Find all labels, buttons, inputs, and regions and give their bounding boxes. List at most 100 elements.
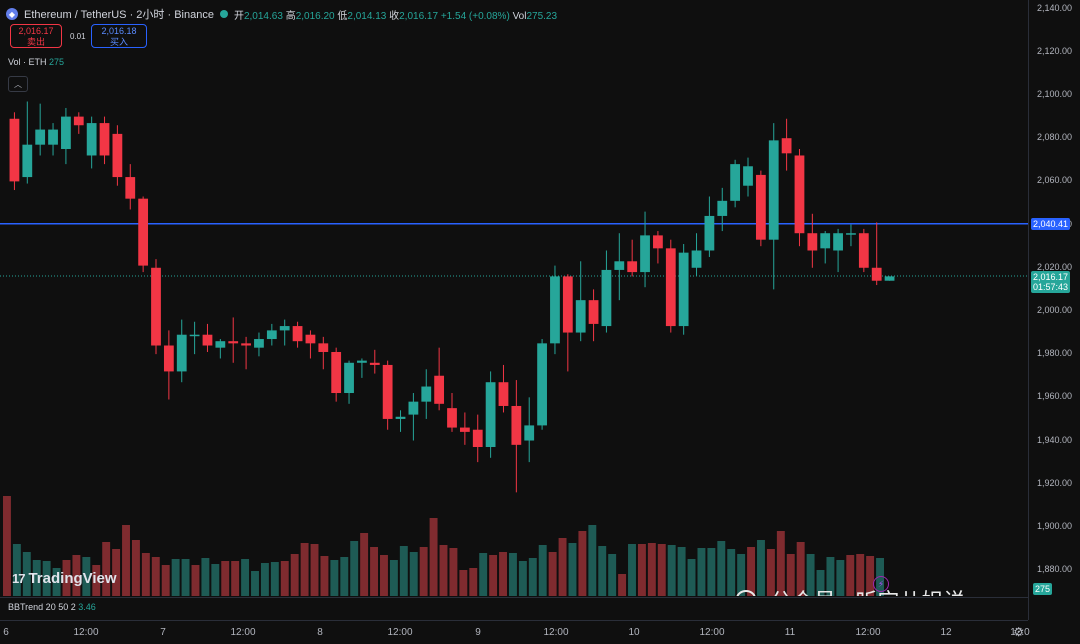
price-tick-label: 2,020.00 (1037, 261, 1073, 272)
volume-bar (141, 553, 150, 596)
horizontal-line-price-tag[interactable]: 2,040.41 (1031, 217, 1071, 230)
time-tick-label: 12 (940, 627, 952, 638)
time-tick-label: 7 (160, 627, 166, 638)
candle-body (138, 198, 149, 266)
volume-bar (22, 552, 31, 596)
volume-bar (181, 559, 190, 596)
time-tick-label: 10 (628, 627, 640, 638)
volume-bar (786, 554, 795, 596)
volume-bar (449, 548, 458, 596)
candle-body (254, 339, 264, 348)
price-tick-label: 1,980.00 (1037, 348, 1073, 359)
candle-body (653, 235, 663, 249)
chevron-up-icon: ︿ (14, 79, 22, 89)
buy-button[interactable]: 2,016.18 买入 (91, 24, 147, 48)
volume-bar (241, 559, 250, 596)
volume-bar (776, 531, 785, 596)
volume-bar (747, 547, 756, 596)
volume-bar (618, 574, 627, 596)
candle-body (794, 155, 805, 234)
volume-bar (151, 557, 160, 596)
volume-bar (479, 553, 488, 596)
time-tick-label: 8 (317, 627, 323, 638)
candle-body (550, 276, 560, 344)
volume-bar (796, 542, 805, 596)
volume-bar (370, 547, 379, 596)
candle-body (768, 140, 779, 240)
sell-price: 2,016.17 (18, 26, 54, 36)
flash-icon[interactable]: ⚡ (873, 576, 889, 592)
price-chart[interactable] (0, 0, 1028, 596)
candle-body (472, 429, 483, 447)
low-label: 低 (337, 10, 348, 22)
candle-body (537, 343, 547, 426)
volume-bar (697, 548, 706, 596)
volume-tag[interactable]: 275 (1033, 583, 1053, 595)
time-axis[interactable]: ⚙ 6 12:00 7 12:00 8 12:00 9 12:00 10 12:00 11 12:00… (0, 620, 1030, 644)
chart-canvas[interactable]: ◆ Ethereum / TetherUS · 2小时 · Binance 开2… (0, 0, 1028, 596)
candle-body (730, 164, 741, 201)
volume-bar (260, 563, 269, 596)
time-tick-label: 12:00 (699, 627, 725, 638)
high-label: 高 (285, 10, 296, 22)
time-tick-label: 9 (475, 627, 481, 638)
candle-body (176, 334, 187, 372)
symbol-interval: 2小时 (136, 9, 165, 21)
volume-bar (677, 547, 686, 596)
candle-body (125, 177, 136, 199)
volume-bar (757, 540, 765, 596)
volume-bar (469, 568, 478, 596)
volume-bar (251, 571, 259, 596)
time-tick-label: 12:00 (387, 627, 413, 638)
gear-icon[interactable]: ⚙ (1013, 625, 1024, 639)
candle-body (871, 267, 882, 281)
price-tick-label: 1,940.00 (1037, 434, 1073, 445)
change-value: +1.54 (+0.08%) (440, 10, 510, 22)
candle-body (858, 233, 869, 268)
candle-body (588, 300, 599, 324)
time-tick-label: 12:00 (230, 627, 256, 638)
price-tick-label: 2,100.00 (1037, 89, 1073, 99)
market-status-dot[interactable] (219, 10, 228, 18)
collapse-legend-button[interactable]: ︿ (8, 76, 28, 92)
symbol-legend[interactable]: ◆ Ethereum / TetherUS · 2小时 · Binance 开2… (6, 6, 557, 22)
volume-bar (518, 561, 527, 596)
vol-value: 275.23 (526, 10, 558, 22)
candle-body (807, 233, 818, 251)
volume-bar (360, 533, 369, 596)
volume-legend[interactable]: Vol · ETH 275 (8, 57, 64, 67)
sell-button[interactable]: 2,016.17 卖出 (10, 24, 62, 48)
candle-body (202, 334, 213, 346)
time-tick-label: 12:0 (1010, 627, 1030, 638)
time-tick-label: 12:00 (855, 627, 881, 638)
volume-bar (171, 559, 180, 596)
time-tick-label: 6 (3, 627, 9, 638)
indicator-pane[interactable]: BBTrend 20 50 2 3.46 (0, 597, 1028, 621)
candle-body (485, 382, 496, 447)
candle-body (344, 362, 354, 394)
volume-bar (32, 560, 41, 596)
bbtrend-name: BBTrend 20 50 2 (8, 602, 76, 612)
sell-label: 卖出 (26, 37, 45, 47)
candle-body (61, 116, 71, 149)
symbol-title[interactable]: Ethereum / TetherUS · 2小时 · Binance (24, 9, 214, 21)
candle-body (9, 118, 20, 182)
volume-bar (816, 570, 825, 596)
volume-bar (161, 565, 170, 596)
candle-body (820, 233, 831, 249)
candle-body (151, 267, 161, 346)
open-value: 2,014.63 (243, 10, 283, 22)
volume-bar (270, 562, 279, 596)
last-price-tag[interactable]: 2,016.17 01:57:43 (1031, 271, 1071, 294)
candle-body (369, 362, 380, 365)
tradingview-logo[interactable]: 17 TradingView (12, 570, 117, 587)
bbtrend-legend[interactable]: BBTrend 20 50 2 3.46 (8, 602, 96, 612)
ohlc-values: 开2,014.63 高2,016.20 低2,014.13 收2,016.17 … (234, 7, 557, 22)
candle-body (781, 138, 792, 154)
volume-bar (290, 554, 299, 596)
price-axis[interactable]: 2,140.00 2,120.00 2,100.00 2,080.00 2,060.00… (1028, 0, 1080, 620)
volume-bar (221, 561, 230, 596)
volume-bar (439, 545, 448, 596)
volume-bar (350, 541, 359, 596)
spread-value: 0.01 (70, 32, 86, 41)
